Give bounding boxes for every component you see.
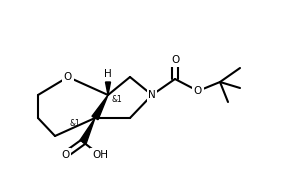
Text: O: O [194, 86, 202, 96]
Text: H: H [104, 69, 112, 79]
Text: O: O [64, 72, 72, 82]
Text: O: O [171, 55, 179, 65]
Polygon shape [80, 118, 95, 144]
Text: &1: &1 [112, 96, 123, 105]
Text: N: N [148, 90, 156, 100]
Polygon shape [105, 82, 111, 95]
Text: O: O [61, 150, 69, 160]
Polygon shape [92, 95, 108, 120]
Text: &1: &1 [69, 120, 80, 128]
Text: OH: OH [92, 150, 108, 160]
